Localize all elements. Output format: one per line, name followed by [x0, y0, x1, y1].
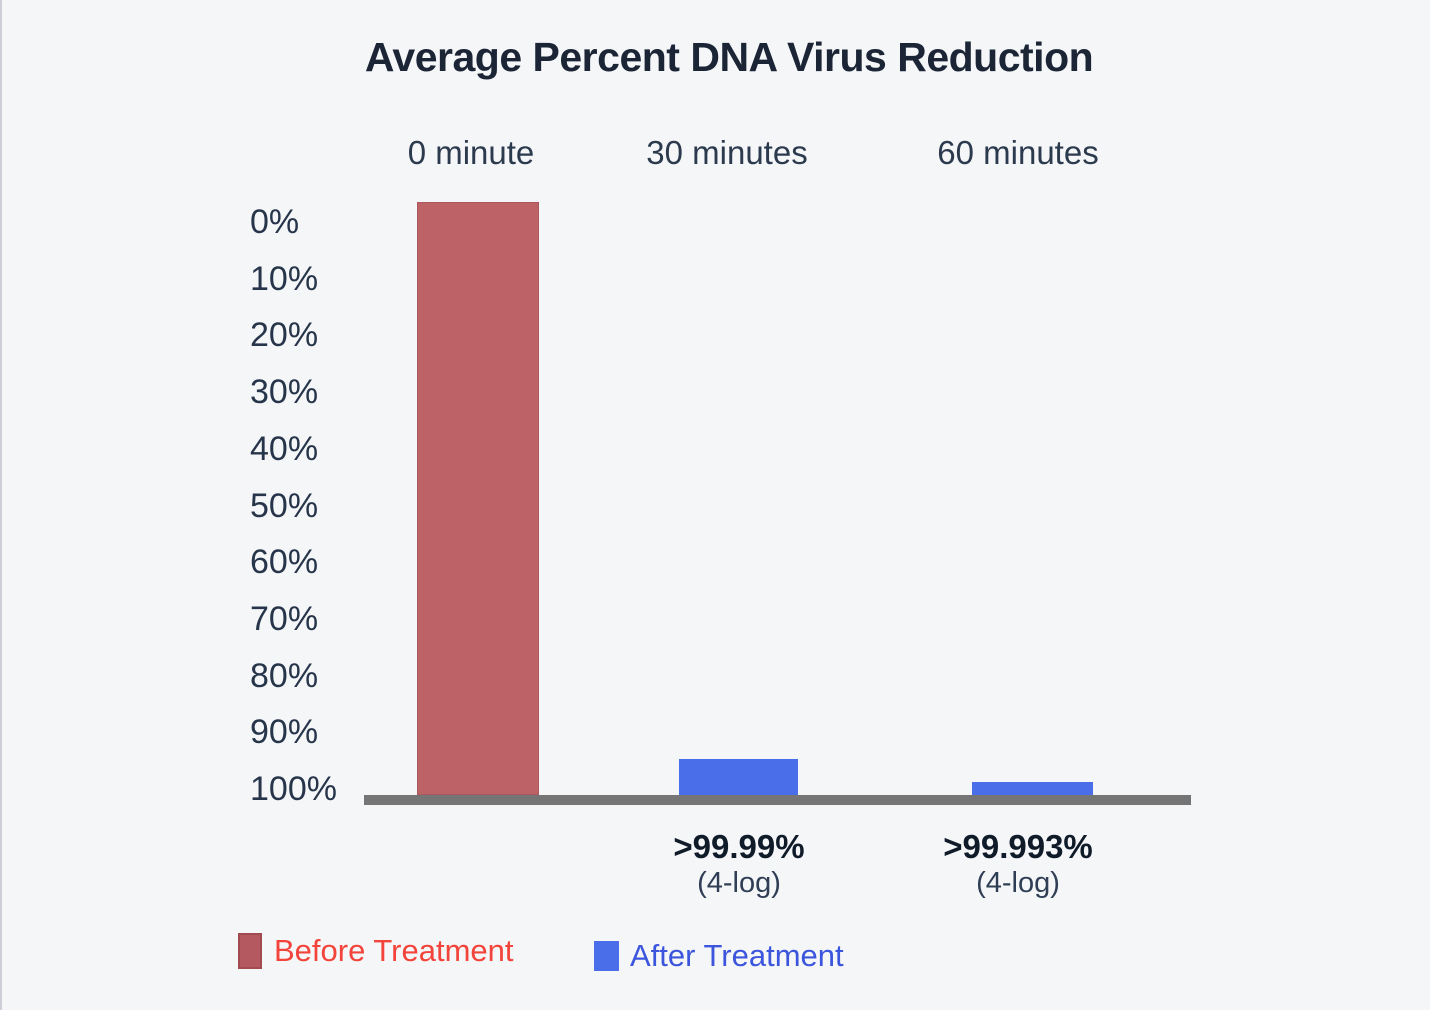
legend-label: After Treatment — [630, 938, 844, 973]
bar-value-label: >99.993% — [943, 828, 1093, 865]
category-header: 0 minute — [407, 134, 535, 171]
bar-value-sublabel: (4-log) — [697, 867, 781, 899]
y-axis-tick-label: 0% — [250, 203, 300, 241]
y-axis-tick-label: 20% — [250, 316, 319, 354]
y-axis-tick-label: 90% — [250, 713, 319, 751]
y-axis-tick-label: 50% — [250, 487, 319, 525]
y-axis-tick-label: 60% — [250, 543, 319, 581]
y-axis-tick-label: 30% — [250, 373, 319, 411]
y-axis-tick-label: 40% — [250, 430, 319, 468]
legend-item-after-treatment: After Treatment — [594, 938, 844, 974]
x-axis-baseline — [364, 795, 1191, 805]
chart-title: Average Percent DNA Virus Reduction — [364, 34, 1094, 80]
category-header: 60 minutes — [937, 134, 1099, 171]
legend-label: Before Treatment — [274, 933, 514, 968]
y-axis-tick-label: 10% — [250, 260, 319, 298]
before-treatment-bar — [417, 202, 539, 795]
after-treatment-swatch — [594, 941, 619, 971]
after-treatment-bar — [972, 782, 1093, 795]
y-axis-tick-label: 100% — [250, 770, 337, 808]
bar-value-sublabel: (4-log) — [976, 867, 1060, 899]
before-treatment-swatch — [238, 933, 262, 969]
y-axis-tick-label: 80% — [250, 657, 319, 695]
y-axis-tick-label: 70% — [250, 600, 319, 638]
bar-value-label: >99.99% — [673, 828, 805, 865]
after-treatment-bar — [679, 759, 798, 795]
category-header: 30 minutes — [646, 134, 808, 171]
legend-item-before-treatment: Before Treatment — [238, 933, 514, 969]
